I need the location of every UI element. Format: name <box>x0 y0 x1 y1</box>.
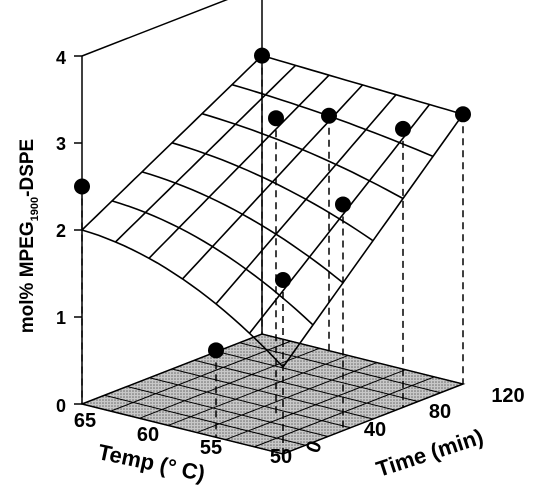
surface-mesh-line <box>81 229 284 368</box>
floor-grid-line <box>149 377 351 429</box>
time-tick-label: 80 <box>429 401 451 423</box>
surface-mesh-line <box>81 55 263 231</box>
time-tick-label: 40 <box>364 419 386 441</box>
floor-grid-line <box>171 368 374 420</box>
y-axis-label: mol% MPEG1900-DSPE <box>17 139 41 333</box>
fitted-surface <box>81 54 464 368</box>
floor-grid-line <box>239 342 441 394</box>
floor-grid-line <box>81 403 284 455</box>
surface-mesh-line <box>201 112 404 200</box>
temp-axis-label: Temp (° C) <box>96 439 207 486</box>
temp-tick-label: 50 <box>270 446 292 468</box>
temp-tick-label: 60 <box>137 424 159 446</box>
floor-grid-line <box>126 386 329 437</box>
y-tick-label: 2 <box>56 221 66 241</box>
surface-mesh-line <box>111 200 314 326</box>
floor-grid-line <box>104 394 306 446</box>
data-points <box>74 47 471 359</box>
data-point <box>395 120 411 137</box>
data-point <box>74 178 90 195</box>
time-axis-label: Time (min) <box>373 424 486 482</box>
drop-lines <box>81 55 464 454</box>
surface-mesh-line <box>171 142 374 242</box>
data-point <box>455 106 471 123</box>
y-tick-label: 0 <box>56 396 66 416</box>
floor-grid-line <box>261 333 464 385</box>
temp-tick-label: 55 <box>200 437 222 459</box>
temp-tick-label: 65 <box>74 410 96 432</box>
y-tick-label: 4 <box>56 48 66 68</box>
floor-grid <box>79 333 466 455</box>
axes <box>74 0 263 405</box>
time-tick-label: 120 <box>491 385 524 407</box>
floor-grid-line <box>216 351 419 402</box>
data-point <box>335 196 351 213</box>
y-axis-label-main: mol% MPEG <box>17 221 38 333</box>
data-point <box>268 110 284 127</box>
data-point <box>321 107 337 124</box>
data-point <box>208 342 224 359</box>
data-point <box>254 47 270 64</box>
surface-mesh-line <box>261 54 464 116</box>
surface-mesh-line <box>141 171 344 284</box>
floor-grid-line <box>194 359 396 411</box>
back-wall-top-edge <box>81 0 229 57</box>
y-tick-label: 1 <box>56 308 66 328</box>
y-tick-label: 3 <box>56 134 66 154</box>
y-axis-label-subscript: 1900 <box>29 197 41 221</box>
data-point <box>275 272 291 288</box>
y-axis-label-suffix: -DSPE <box>17 139 38 197</box>
